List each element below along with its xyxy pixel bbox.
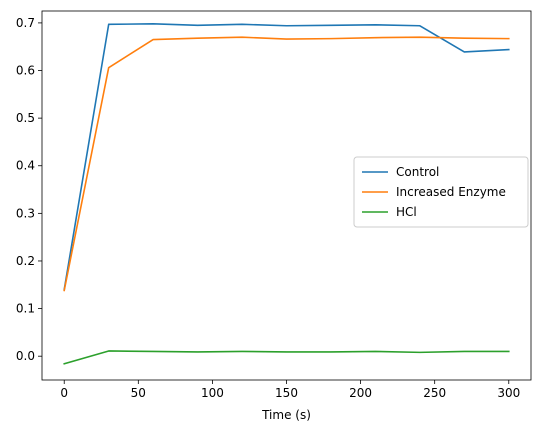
x-tick-label: 150 bbox=[275, 386, 298, 400]
y-tick-label: 0.4 bbox=[16, 159, 35, 173]
series-line-2 bbox=[63, 350, 510, 365]
x-tick-label: 50 bbox=[131, 386, 146, 400]
x-tick-label: 200 bbox=[349, 386, 372, 400]
y-tick-label: 0.7 bbox=[16, 16, 35, 30]
legend-label: Increased Enzyme bbox=[396, 185, 506, 199]
series-line-0 bbox=[63, 23, 510, 291]
legend: Control Increased Enzyme HCl bbox=[353, 156, 529, 228]
y-axis: 0.0 0.1 0.2 0.3 0.4 0.5 0.6 0.7 bbox=[16, 16, 42, 363]
x-tick-label: 0 bbox=[60, 386, 68, 400]
x-axis-label: Time (s) bbox=[261, 408, 311, 422]
y-tick-label: 0.6 bbox=[16, 64, 35, 78]
plot-lines bbox=[63, 23, 510, 365]
legend-label: Control bbox=[396, 165, 439, 179]
x-axis: 0 50 100 150 200 250 300 bbox=[60, 380, 520, 400]
x-tick-label: 300 bbox=[497, 386, 520, 400]
y-tick-label: 0.3 bbox=[16, 206, 35, 220]
y-tick-label: 0.5 bbox=[16, 111, 35, 125]
legend-box bbox=[353, 156, 529, 228]
legend-label: HCl bbox=[396, 205, 417, 219]
y-tick-label: 0.1 bbox=[16, 302, 35, 316]
series-line-1 bbox=[63, 36, 510, 292]
x-tick-label: 100 bbox=[201, 386, 224, 400]
y-tick-label: 0.0 bbox=[16, 349, 35, 363]
x-tick-label: 250 bbox=[423, 386, 446, 400]
y-tick-label: 0.2 bbox=[16, 254, 35, 268]
